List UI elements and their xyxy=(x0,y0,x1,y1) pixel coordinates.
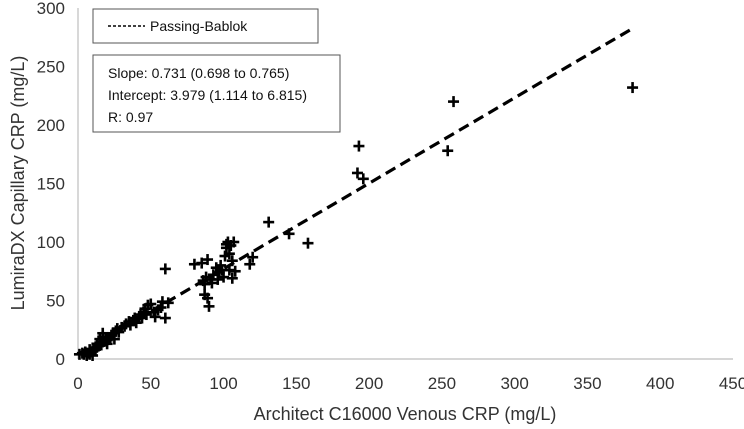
data-point xyxy=(196,257,208,269)
data-point xyxy=(442,145,454,157)
y-tick-label: 0 xyxy=(56,350,65,369)
data-point xyxy=(108,333,120,345)
data-point xyxy=(212,273,224,285)
data-point xyxy=(351,167,363,179)
legend-label: Passing-Bablok xyxy=(150,18,248,34)
x-tick-label: 200 xyxy=(355,374,383,393)
axis-ticks: 0 50 100 150 200 250 300 350 400 450 0 50 100 150 200 2… xyxy=(37,0,744,393)
data-point xyxy=(448,96,460,108)
x-tick-label: 0 xyxy=(73,374,82,393)
data-point xyxy=(223,248,235,260)
x-tick-label: 50 xyxy=(141,374,160,393)
y-axis-title: LumiraDX Capillary CRP (mg/L) xyxy=(8,56,28,311)
y-tick-label: 100 xyxy=(37,233,65,252)
stats-box-frame xyxy=(92,54,341,133)
data-point xyxy=(159,263,171,275)
x-tick-label: 350 xyxy=(573,374,601,393)
x-tick-label: 150 xyxy=(282,374,310,393)
data-point xyxy=(357,173,369,185)
data-point xyxy=(627,82,639,94)
data-point xyxy=(247,251,259,263)
y-tick-label: 50 xyxy=(46,292,65,311)
data-point xyxy=(202,254,214,266)
x-axis-title: Architect C16000 Venous CRP (mg/L) xyxy=(254,404,557,424)
stats-box: Slope: 0.731 (0.698 to 0.765) Intercept:… xyxy=(92,54,341,133)
data-point xyxy=(206,277,218,289)
data-point xyxy=(353,140,365,152)
x-tick-label: 100 xyxy=(209,374,237,393)
data-point xyxy=(87,349,99,361)
data-point xyxy=(226,272,238,284)
x-tick-label: 250 xyxy=(428,374,456,393)
data-point xyxy=(203,300,215,312)
data-point xyxy=(228,236,240,248)
x-tick-label: 300 xyxy=(500,374,528,393)
x-tick-label: 400 xyxy=(646,374,674,393)
data-point xyxy=(302,237,314,249)
y-tick-label: 150 xyxy=(37,175,65,194)
passing-bablok-regression-line xyxy=(77,27,634,356)
slope-text: Slope: 0.731 (0.698 to 0.765) xyxy=(108,65,289,81)
data-point xyxy=(149,311,161,323)
data-point xyxy=(263,216,275,228)
data-point xyxy=(101,338,113,350)
legend: Passing-Bablok xyxy=(92,8,319,44)
data-points xyxy=(73,82,639,361)
x-tick-label: 450 xyxy=(719,374,744,393)
y-tick-label: 200 xyxy=(37,116,65,135)
intercept-text: Intercept: 3.979 (1.114 to 6.815) xyxy=(108,87,307,103)
data-point xyxy=(229,265,241,277)
data-point xyxy=(244,258,256,270)
r-text: R: 0.97 xyxy=(108,109,153,125)
y-tick-label: 300 xyxy=(37,0,65,18)
data-point xyxy=(202,292,214,304)
data-point xyxy=(159,312,171,324)
data-point xyxy=(145,298,157,310)
y-tick-label: 250 xyxy=(37,58,65,77)
